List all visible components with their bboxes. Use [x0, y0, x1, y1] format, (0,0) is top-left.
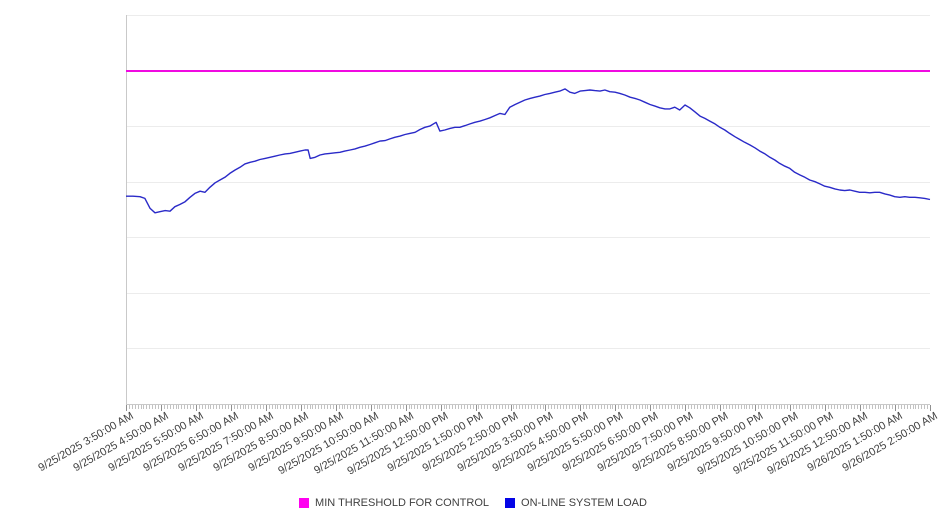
- system-load-swatch: [505, 498, 516, 508]
- threshold-swatch: [299, 498, 310, 508]
- legend-label-system-load: ON-LINE SYSTEM LOAD: [521, 497, 647, 509]
- system-load-line: [126, 88, 931, 214]
- legend-item-system-load[interactable]: ON-LINE SYSTEM LOAD: [505, 497, 647, 509]
- gridlines: [126, 15, 930, 349]
- x-axis-minor-ticks: [126, 405, 931, 409]
- legend: MIN THRESHOLD FOR CONTROL ON-LINE SYSTEM…: [0, 497, 946, 509]
- x-axis-major-ticks: [126, 405, 931, 411]
- legend-label-threshold: MIN THRESHOLD FOR CONTROL: [315, 497, 490, 509]
- axis-lines: [126, 15, 930, 405]
- legend-item-min-threshold[interactable]: MIN THRESHOLD FOR CONTROL: [299, 497, 489, 509]
